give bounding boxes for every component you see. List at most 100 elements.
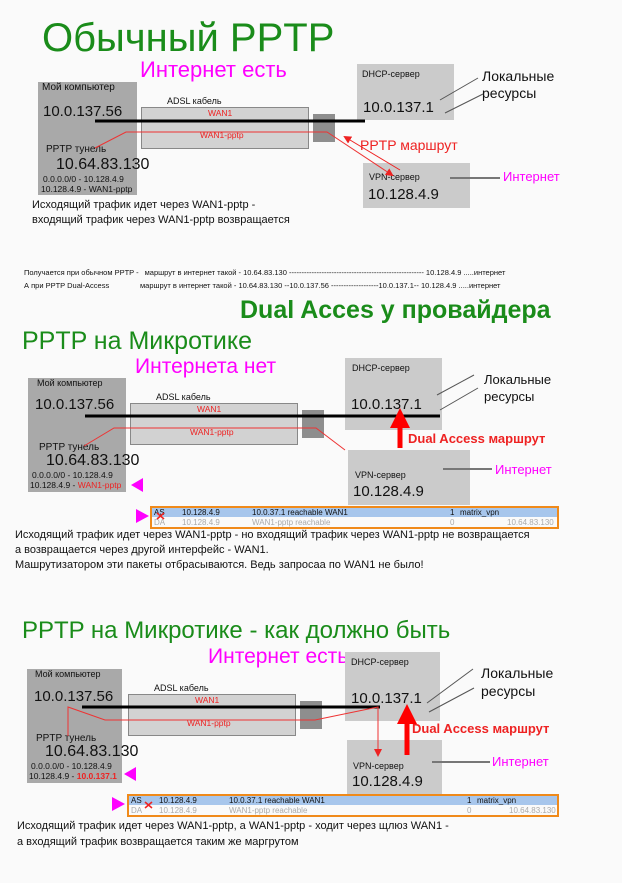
route-gateway: 10.0.37.1 reachable WAN1	[229, 796, 325, 805]
d1-text-2: входящий трафик через WAN1-pptp возвраща…	[32, 214, 290, 226]
tunnel-label: PPTP тунель	[39, 442, 100, 453]
internet-label: Интернет	[492, 754, 549, 769]
pointer-arrow-icon	[112, 797, 125, 811]
wan1-pptp-label: WAN1-pptp	[190, 427, 234, 437]
route-1: 0.0.0.0/0 - 10.128.4.9	[31, 761, 112, 771]
dhcp-ip: 10.0.137.1	[363, 99, 434, 116]
internet-label: Интернет	[503, 169, 560, 184]
route-gateway: 10.0.37.1 reachable WAN1	[252, 508, 348, 517]
pc-ip: 10.0.137.56	[35, 396, 115, 413]
pc-label: Мой компьютер	[37, 378, 103, 388]
vpn-server-box: VPN-сервер 10.128.4.9	[348, 450, 470, 505]
d3-title: PPTP на Микротике - как должно быть	[22, 617, 451, 644]
tunnel-ip: 10.64.83.130	[45, 743, 139, 760]
d1-computer-box: Мой компьютер 10.0.137.56 PPTP тунель 10…	[38, 82, 149, 195]
route-2-dst: 10.128.4.9 -	[29, 771, 77, 781]
route-gateway: WAN1-pptp reachable	[252, 518, 331, 527]
route-flag: DA	[131, 806, 143, 815]
d2-text-2: а возвращается через другой интерфейс - …	[15, 544, 269, 556]
route-distance: 0	[467, 806, 472, 815]
dual-access-route-label: Dual Access маршрут	[412, 721, 550, 736]
route-dst: 10.128.4.9	[182, 518, 220, 527]
vpn-label: VPN-сервер	[355, 470, 406, 480]
route-1: 0.0.0.0/0 - 10.128.4.9	[32, 470, 113, 480]
route-dst: 10.128.4.9	[159, 796, 197, 805]
compare-1b: маршрут в интернет такой - 10.64.83.130 …	[144, 268, 506, 277]
vpn-label: VPN-сервер	[369, 172, 420, 182]
dhcp-label: DHCP-сервер	[352, 363, 410, 373]
vpn-ip: 10.128.4.9	[353, 483, 424, 500]
d2-text-3: Машрутизатором эти пакеты отбрасываются.…	[15, 559, 424, 571]
tunnel-ip: 10.64.83.130	[46, 452, 140, 469]
route-row-active[interactable]: AS 10.128.4.9 10.0.37.1 reachable WAN1 1…	[129, 796, 557, 805]
dhcp-server-box: DHCP-сервер 10.0.137.1	[357, 64, 454, 120]
route-table[interactable]: AS 10.128.4.9 10.0.37.1 reachable WAN1 1…	[127, 794, 559, 817]
pptp-route-label: PPTP маршрут	[360, 137, 458, 153]
route-dst: 10.128.4.9	[159, 806, 197, 815]
pointer-arrow-icon	[131, 478, 143, 492]
route-pref-src: 10.64.83.130	[509, 806, 556, 815]
route-row-dynamic[interactable]: DA 10.128.4.9 WAN1-pptp reachable 0 10.6…	[152, 518, 557, 527]
wan1-label: WAN1	[195, 695, 220, 705]
route-2-iface: WAN1-pptp	[77, 480, 122, 490]
d1-text-1: Исходящий трафик идет через WAN1-pptp -	[32, 199, 256, 211]
local-resources: Локальные ресурсы	[481, 664, 553, 700]
pc-ip: 10.0.137.56	[34, 688, 114, 705]
compare-2a: А при PPTP Dual-Access	[24, 281, 110, 290]
d3-text-2: а входящий трафик возвращается таким же …	[17, 836, 299, 848]
route-row-active[interactable]: AS 10.128.4.9 10.0.37.1 reachable WAN1 1…	[152, 508, 557, 517]
route-2: 10.128.4.9 - WAN1-pptp	[41, 184, 133, 194]
local-pointer	[439, 387, 479, 411]
pc-ip: 10.0.137.56	[43, 103, 123, 120]
local-2: ресурсы	[481, 683, 536, 699]
tunnel-ip: 10.64.83.130	[56, 156, 150, 173]
route-flag: AS	[154, 508, 165, 517]
modem	[300, 701, 322, 729]
dhcp-server-box: DHCP-сервер 10.0.137.1	[345, 652, 440, 721]
vpn-ip: 10.128.4.9	[368, 186, 439, 203]
d1-description: Исходящий трафик идет через WAN1-pptp - в…	[32, 198, 290, 228]
route-distance: 0	[450, 518, 455, 527]
cable-label: ADSL кабель	[167, 96, 222, 106]
wan1-pptp-label: WAN1-pptp	[200, 130, 244, 140]
tunnel-label: PPTP тунель	[36, 733, 97, 744]
route-gateway: WAN1-pptp reachable	[229, 806, 308, 815]
route-2-gateway: 10.0.137.1	[76, 771, 117, 781]
d2-text-1: Исходящий трафик идет через WAN1-pptp - …	[15, 529, 530, 541]
modem	[313, 114, 335, 142]
d3-status: Интернет есть	[208, 645, 349, 668]
d1-status: Интернет есть	[140, 57, 287, 82]
dhcp-ip: 10.0.137.1	[351, 396, 422, 413]
compare-line-1: Получается при обычном PPTP - маршрут в и…	[24, 268, 505, 278]
pointer-arrow-icon	[124, 767, 136, 781]
route-flag: AS	[131, 796, 142, 805]
cable-label: ADSL кабель	[154, 683, 209, 693]
local-2: ресурсы	[482, 85, 537, 101]
local-2: ресурсы	[484, 389, 535, 404]
modem	[302, 410, 324, 438]
d1-title: Обычный PPTP	[42, 16, 335, 60]
local-resources: Локальные ресурсы	[484, 371, 551, 405]
local-1: Локальные	[481, 665, 554, 681]
vpn-server-box: VPN-сервер 10.128.4.9	[363, 163, 470, 208]
d2-title: PPTP на Микротике	[22, 327, 252, 355]
route-distance: 1	[467, 796, 472, 805]
compare-2b: маршрут в интернет такой - 10.64.83.130 …	[140, 281, 501, 290]
local-1: Локальные	[482, 68, 555, 84]
d3-text-1: Исходящий трафик идет через WAN1-pptp, а…	[17, 820, 449, 832]
pc-label: Мой компьютер	[35, 669, 101, 679]
d3-computer-box: Мой компьютер 10.0.137.56 PPTP тунель 10…	[27, 669, 138, 783]
vpn-server-box: VPN-сервер 10.128.4.9	[347, 740, 442, 795]
dhcp-label: DHCP-сервер	[362, 69, 420, 79]
dhcp-ip: 10.0.137.1	[351, 690, 422, 707]
compare-1a: Получается при обычном PPTP -	[24, 268, 139, 277]
route-row-dynamic[interactable]: DA 10.128.4.9 WAN1-pptp reachable 0 10.6…	[129, 806, 557, 815]
internet-label: Интернет	[495, 462, 552, 477]
route-mark: matrix_vpn	[477, 796, 517, 805]
wan1-label: WAN1	[208, 108, 233, 118]
d3-description: Исходящий трафик идет через WAN1-pptp, а…	[17, 818, 449, 850]
wan1-label: WAN1	[197, 404, 222, 414]
dhcp-server-box: DHCP-сервер 10.0.137.1	[345, 358, 442, 430]
route-table[interactable]: AS 10.128.4.9 10.0.37.1 reachable WAN1 1…	[150, 506, 559, 529]
